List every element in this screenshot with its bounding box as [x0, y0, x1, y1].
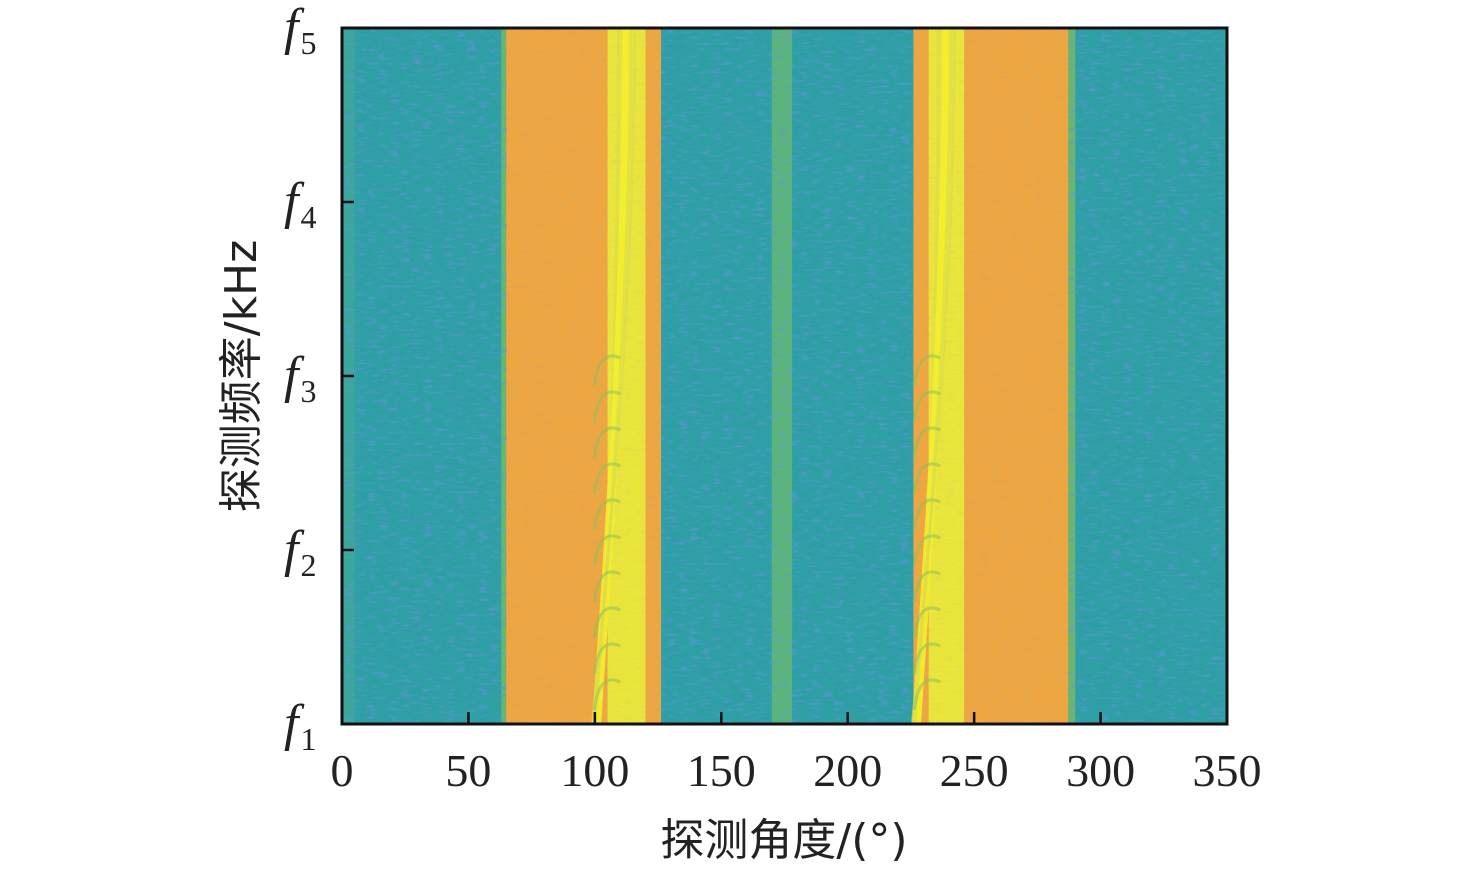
- x-tick-label: 300: [1066, 745, 1135, 796]
- x-tick-label: 150: [687, 745, 756, 796]
- peak-streak-1-4: [910, 28, 956, 724]
- peak-ripple-1-4: [912, 498, 941, 531]
- y-tick-subscript: 4: [300, 199, 316, 235]
- peak-ripple-0-3: [592, 462, 622, 495]
- x-tick-label: 350: [1193, 745, 1262, 796]
- band-smooth-11: [964, 28, 1069, 724]
- peak-ripple-1-1: [912, 390, 941, 423]
- y-tick-label: f3: [284, 347, 316, 409]
- peak-ripple-1-8: [912, 642, 941, 675]
- y-tick-subscript: 3: [300, 373, 316, 409]
- heatmap-texture: [342, 28, 1227, 724]
- peak-ripple-1-3: [912, 462, 941, 495]
- peak-ripple-0-9: [592, 678, 622, 711]
- peak-ripple-0-2: [592, 426, 622, 459]
- peak-ripple-0-7: [592, 606, 622, 639]
- peak-ripple-1-2: [912, 426, 941, 459]
- x-tick-label: 50: [445, 745, 491, 796]
- y-tick-subscript: 5: [300, 25, 316, 61]
- peak-ripple-1-7: [912, 606, 941, 639]
- peak-ripple-1-9: [912, 678, 941, 711]
- band-smooth-5: [645, 28, 662, 724]
- peak-ripple-0-0: [592, 354, 622, 387]
- y-tick-label: f5: [284, 0, 316, 61]
- peak-ripple-0-8: [592, 642, 622, 675]
- y-axis-title: 探测频率/kHz: [216, 240, 267, 513]
- x-tick-label: 0: [331, 745, 354, 796]
- x-tick-label: 200: [813, 745, 882, 796]
- peak-ripple-0-4: [592, 498, 622, 531]
- peak-streak-0-4: [590, 28, 636, 724]
- x-tick-label: 250: [940, 745, 1009, 796]
- peak-ripple-0-6: [592, 570, 622, 603]
- y-tick-label: f2: [284, 521, 316, 583]
- x-tick-label: 100: [560, 745, 629, 796]
- y-tick-label: f1: [284, 695, 316, 757]
- y-tick-subscript: 2: [300, 547, 316, 583]
- peak-ripple-0-5: [592, 534, 622, 567]
- peak-ripple-1-5: [912, 534, 941, 567]
- x-axis-title: 探测角度/(°): [660, 815, 907, 866]
- peak-ripple-1-0: [912, 354, 941, 387]
- y-tick-label: f4: [284, 173, 316, 235]
- peak-ripple-1-6: [912, 570, 941, 603]
- band-smooth-3: [506, 28, 608, 724]
- x-axis-ticks: 0 50 100 150 200 250 300 350: [331, 712, 1262, 796]
- speckle-texture: [342, 28, 1227, 724]
- y-tick-subscript: 1: [300, 721, 316, 757]
- peak-ripple-0-1: [592, 390, 622, 423]
